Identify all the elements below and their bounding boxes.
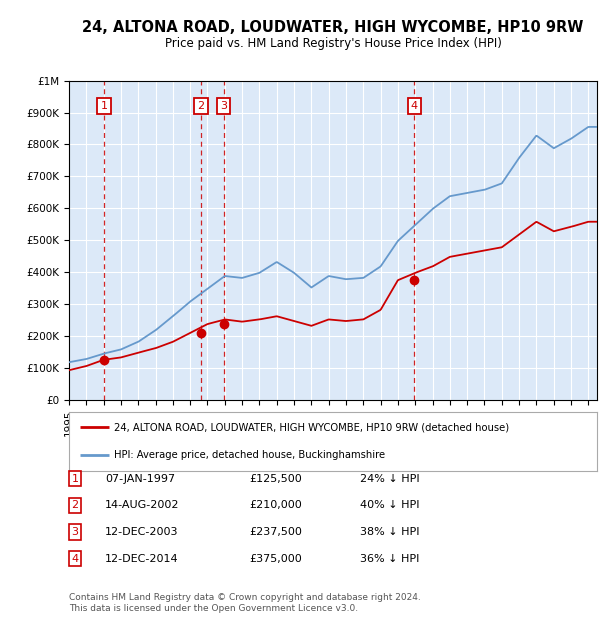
Text: 07-JAN-1997: 07-JAN-1997 — [105, 474, 175, 484]
Text: £125,500: £125,500 — [249, 474, 302, 484]
Text: 4: 4 — [411, 101, 418, 111]
Text: 24, ALTONA ROAD, LOUDWATER, HIGH WYCOMBE, HP10 9RW (detached house): 24, ALTONA ROAD, LOUDWATER, HIGH WYCOMBE… — [114, 422, 509, 432]
Text: 1: 1 — [71, 474, 79, 484]
Text: 24% ↓ HPI: 24% ↓ HPI — [360, 474, 419, 484]
Text: 2: 2 — [197, 101, 205, 111]
Text: £210,000: £210,000 — [249, 500, 302, 510]
Text: 2: 2 — [71, 500, 79, 510]
Text: Contains HM Land Registry data © Crown copyright and database right 2024.
This d: Contains HM Land Registry data © Crown c… — [69, 593, 421, 613]
Text: £375,000: £375,000 — [249, 554, 302, 564]
Text: 4: 4 — [71, 554, 79, 564]
Text: HPI: Average price, detached house, Buckinghamshire: HPI: Average price, detached house, Buck… — [114, 450, 385, 459]
Text: 12-DEC-2014: 12-DEC-2014 — [105, 554, 179, 564]
Text: 3: 3 — [220, 101, 227, 111]
Text: 36% ↓ HPI: 36% ↓ HPI — [360, 554, 419, 564]
Text: 12-DEC-2003: 12-DEC-2003 — [105, 527, 179, 537]
Text: Price paid vs. HM Land Registry's House Price Index (HPI): Price paid vs. HM Land Registry's House … — [164, 37, 502, 50]
Text: 40% ↓ HPI: 40% ↓ HPI — [360, 500, 419, 510]
Text: 24, ALTONA ROAD, LOUDWATER, HIGH WYCOMBE, HP10 9RW: 24, ALTONA ROAD, LOUDWATER, HIGH WYCOMBE… — [82, 20, 584, 35]
Text: 3: 3 — [71, 527, 79, 537]
Text: £237,500: £237,500 — [249, 527, 302, 537]
Text: 14-AUG-2002: 14-AUG-2002 — [105, 500, 179, 510]
Text: 38% ↓ HPI: 38% ↓ HPI — [360, 527, 419, 537]
Text: 1: 1 — [100, 101, 107, 111]
